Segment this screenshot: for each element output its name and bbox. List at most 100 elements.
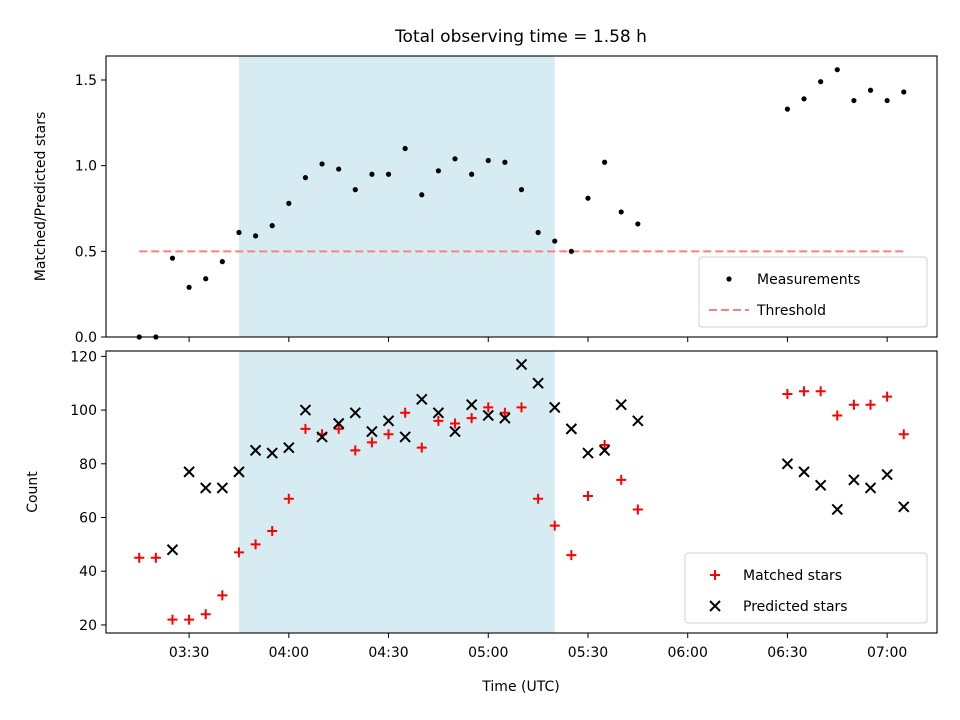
matched-star-point [566,550,577,561]
measurement-point [568,248,574,254]
measurement-point [203,276,209,282]
predicted-star-point [465,399,478,411]
x-axis-label: Time (UTC) [481,679,559,695]
y-tick-label: 1.5 [75,73,97,89]
measurement-point [402,145,408,152]
matched-star-point [815,386,826,397]
matched-star-point [433,415,444,426]
predicted-star-point [316,431,328,443]
y-tick-label: 120 [70,349,97,365]
measurement-point [602,159,608,165]
predicted-star-point [266,447,278,459]
measurement-point [851,97,857,104]
shaded-span [238,56,555,337]
predicted-star-point [432,407,445,419]
matched-star-point [416,442,427,453]
predicted-star-point [565,423,578,435]
measurement-point [518,187,525,193]
measurement-point [169,255,176,261]
matched-star-point [782,388,793,399]
predicted-star-point [615,399,627,411]
measurement-point [236,229,242,236]
legend-label: Predicted stars [743,599,848,615]
predicted-star-point [864,482,877,494]
matched-star-point [499,407,510,418]
measurement-point [552,238,558,244]
predicted-star-point [416,393,428,406]
measurement-point [834,67,840,73]
measurement-point [269,223,275,229]
matched-star-point [366,437,377,448]
predicted-star-point [499,412,511,424]
x-tick-label: 06:00 [668,645,708,661]
predicted-star-point [299,404,312,416]
predicted-star-point [598,444,611,457]
x-tick-label: 03:30 [169,645,209,661]
matched-star-point [466,413,477,424]
predicted-star-point [449,425,461,438]
y-tick-label: 60 [79,511,97,527]
predicted-star-point [798,466,810,478]
predicted-star-point [183,466,195,478]
predicted-star-point [166,544,179,556]
matched-star-point [184,614,195,625]
legend-label: Threshold [756,303,826,319]
predicted-star-point [848,474,860,486]
predicted-star-point [216,482,229,494]
matched-star-point [300,423,311,434]
matched-star-point [267,525,278,536]
predicted-star-point [781,458,794,470]
measurement-point [618,209,624,215]
measurement-point [884,97,890,104]
legend-label: Matched stars [743,568,842,584]
measurement-point [469,171,475,177]
matched-star-point [250,539,261,550]
measurement-point [286,200,292,206]
predicted-star-point [532,377,544,389]
matched-star-point [632,504,643,515]
predicted-star-point [249,444,262,457]
measurement-point [784,106,791,112]
matched-star-point [383,429,394,440]
measurement-point [818,79,824,85]
matched-star-point [350,445,361,456]
y-tick-label: 80 [79,457,97,473]
measurement-point [385,171,392,177]
measurement-point [435,168,441,174]
matched-star-point [832,410,843,421]
predicted-star-point [399,431,411,443]
matched-star-point [865,399,876,410]
y-tick-label: 40 [79,564,97,580]
y-tick-label: 20 [79,618,97,634]
measurement-point [369,171,375,177]
matched-star-point [516,402,527,413]
chart-title: Total observing time = 1.58 h [394,27,647,47]
predicted-star-point [382,415,395,427]
matched-star-point [450,418,461,429]
matched-star-point [599,440,610,450]
matched-star-point [848,399,859,410]
matched-star-point [217,590,228,601]
legend-marker-predicted [709,600,721,612]
x-tick-label: 07:00 [867,645,907,661]
matched-star-point [882,391,893,402]
y-axis-label: Count [25,471,41,513]
predicted-star-point [200,482,212,494]
measurement-point [801,96,807,102]
measurement-point [352,187,358,193]
measurement-point [502,159,508,165]
measurement-point [186,284,192,290]
matched-star-point [333,423,344,434]
legend-box [684,552,928,624]
top-panel: 0.0 0.5 1.0 1.5 Matched/Predicted stars Measu… [33,55,938,346]
legend-marker-measurements [726,276,732,282]
matched-star-point [400,407,411,418]
predicted-star-point [283,441,295,454]
y-tick-label: 0.5 [75,244,97,260]
predicted-star-point [632,415,644,427]
predicted-star-point [233,466,245,478]
legend-marker-matched [710,570,720,580]
measurement-point [585,195,591,201]
matched-star-point [167,614,178,625]
